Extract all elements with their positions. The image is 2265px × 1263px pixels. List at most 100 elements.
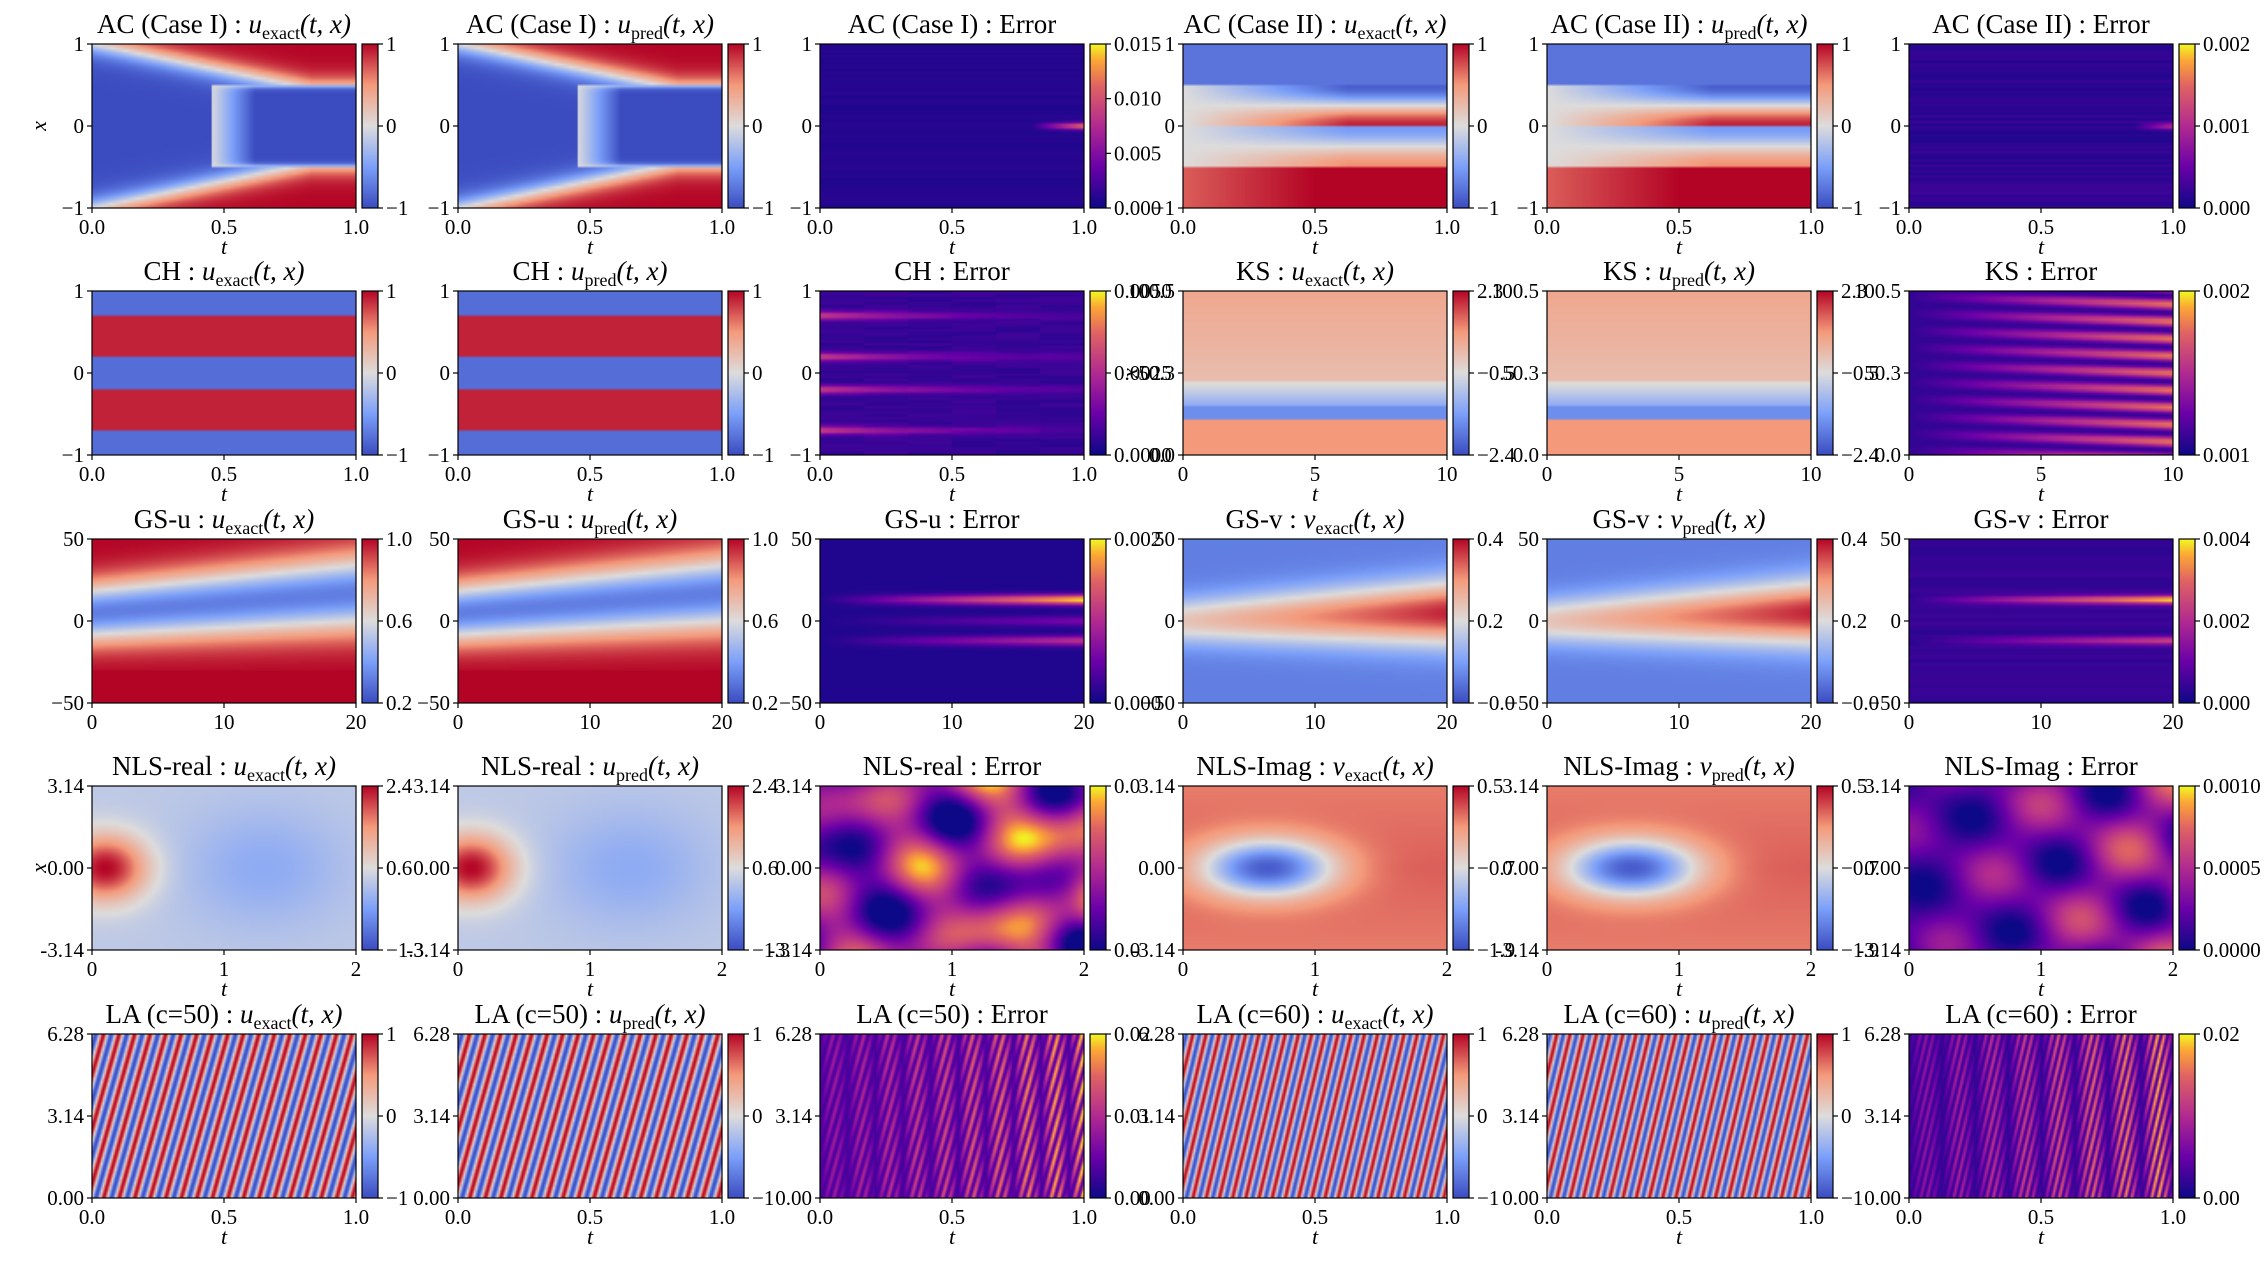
panel-title: NLS-real : upred(t, x) <box>481 751 699 785</box>
colorbar <box>728 44 744 208</box>
x-tick-label: 0 <box>1904 710 1915 734</box>
colorbar <box>728 291 744 455</box>
title-args: (t, x) <box>1383 751 1434 781</box>
colorbar <box>1090 291 1106 455</box>
title-symbol: v <box>1304 504 1316 534</box>
heatmap-image <box>1909 539 2173 703</box>
heatmap-image <box>92 786 356 950</box>
colorbar-tick-label: 0.4 <box>1841 527 1868 551</box>
x-axis-label: t <box>221 976 228 1001</box>
x-tick-label: 0.0 <box>807 1205 833 1229</box>
title-symbol: u <box>1344 9 1358 39</box>
x-tick-label: 5 <box>1674 462 1685 486</box>
y-tick-label: −50 <box>1868 691 1901 715</box>
x-tick-label: 10 <box>580 710 601 734</box>
x-tick-label: 0 <box>1542 462 1553 486</box>
colorbar <box>1817 291 1833 455</box>
colorbar <box>1453 539 1469 703</box>
x-axis-label: t <box>1676 234 1683 259</box>
x-tick-label: 1.0 <box>2160 215 2186 239</box>
y-tick-label: −50 <box>779 691 812 715</box>
y-tick-label: −1 <box>1153 196 1175 220</box>
x-tick-label: 1.0 <box>709 462 735 486</box>
title-text: CH : <box>144 256 203 286</box>
y-tick-label: −1 <box>428 443 450 467</box>
title-text: AC (Case II) : <box>1551 9 1711 39</box>
title-text: KS : <box>1236 256 1292 286</box>
x-axis-label: t <box>587 481 594 506</box>
colorbar <box>1817 1034 1833 1198</box>
x-tick-label: 10 <box>1437 462 1458 486</box>
colorbar <box>362 291 378 455</box>
colorbar-tick-label: 0.0 <box>1114 774 1140 798</box>
panel-p11: CH : upred(t, x)10−10.0 0.5 1.010−1t <box>428 256 775 506</box>
title-text: NLS-real : <box>481 751 602 781</box>
title-subscript: exact <box>1358 23 1396 43</box>
x-tick-label: 0.0 <box>1896 1205 1922 1229</box>
title-symbol: v <box>1333 751 1345 781</box>
title-text: GS-v : Error <box>1974 504 2109 534</box>
title-subscript: pred <box>1683 518 1715 538</box>
heatmap-image <box>820 44 1084 208</box>
panel-title: LA (c=60) : Error <box>1945 999 2136 1029</box>
y-tick-label: −1 <box>790 443 812 467</box>
y-tick-label: 6.28 <box>1502 1022 1539 1046</box>
colorbar-tick-label: 0.001 <box>2203 443 2250 467</box>
x-axis-label: t <box>221 234 228 259</box>
title-subscript: exact <box>247 765 285 785</box>
colorbar-tick-label: 0.2 <box>1841 609 1867 633</box>
panel-title: AC (Case II) : Error <box>1932 9 2149 39</box>
title-subscript: pred <box>1712 1013 1744 1033</box>
panel-p44: LA (c=60) : upred(t, x) 1 0 −1 0.0 0.5 1.0 6.28… <box>1502 999 1863 1249</box>
colorbar-tick-label: −0.7 <box>1841 856 1879 880</box>
x-axis-label: t <box>587 976 594 1001</box>
y-tick-label: 0 <box>1891 114 1902 138</box>
title-symbol: v <box>1700 751 1712 781</box>
x-tick-label: 2 <box>2168 957 2179 981</box>
x-tick-label: 10 <box>1305 710 1326 734</box>
title-subscript: exact <box>1305 270 1343 290</box>
title-symbol: v <box>1671 504 1683 534</box>
x-tick-label: 0.0 <box>445 215 471 239</box>
colorbar-tick-label: 0 <box>752 114 763 138</box>
y-tick-label: 0.00 <box>775 856 812 880</box>
heatmap-image <box>1547 539 1811 703</box>
heatmap-image <box>1183 1034 1447 1198</box>
y-tick-label: 0 <box>440 609 451 633</box>
colorbar-tick-label: −0.0 <box>1477 691 1515 715</box>
x-tick-label: 1.0 <box>1798 215 1824 239</box>
x-tick-label: 0.5 <box>939 462 965 486</box>
y-tick-label: 0 <box>440 361 451 385</box>
y-tick-label: 3.14 <box>47 774 84 798</box>
colorbar-tick-label: 0.6 <box>386 856 412 880</box>
colorbar-frame <box>1089 43 1107 209</box>
title-args: (t, x) <box>300 9 351 39</box>
x-axis-label: t <box>1312 234 1319 259</box>
y-tick-label: 0 <box>1529 114 1540 138</box>
title-symbol: u <box>1711 9 1725 39</box>
colorbar-frame <box>1089 785 1107 951</box>
colorbar <box>362 1034 378 1198</box>
panel-title: AC (Case II) : uexact(t, x) <box>1184 9 1447 43</box>
colorbar-tick-label: 0.002 <box>1114 527 1161 551</box>
y-tick-label: 0.00 <box>775 1186 812 1210</box>
title-args: (t, x) <box>617 256 668 286</box>
x-tick-label: 2 <box>717 957 728 981</box>
x-tick-label: 0 <box>1542 957 1553 981</box>
x-tick-label: 0 <box>453 957 464 981</box>
colorbar-tick-label: 1 <box>1841 1022 1852 1046</box>
y-tick-label: 0.00 <box>47 1186 84 1210</box>
colorbar-tick-label: 0.000 <box>1114 691 1161 715</box>
title-text: AC (Case II) : Error <box>1932 9 2149 39</box>
x-axis-label: t <box>221 1224 228 1249</box>
colorbar-tick-label: 0.000 <box>1114 196 1161 220</box>
title-args: (t, x) <box>1756 9 1807 39</box>
title-text: LA (c=60) : <box>1197 999 1331 1029</box>
x-tick-label: 2 <box>1806 957 1817 981</box>
y-tick-label: 0 <box>802 114 813 138</box>
panel-title: LA (c=50) : uexact(t, x) <box>106 999 343 1033</box>
y-tick-label: -3.14 <box>406 938 450 962</box>
title-subscript: exact <box>225 518 263 538</box>
y-tick-label: 0.0 <box>1149 443 1175 467</box>
